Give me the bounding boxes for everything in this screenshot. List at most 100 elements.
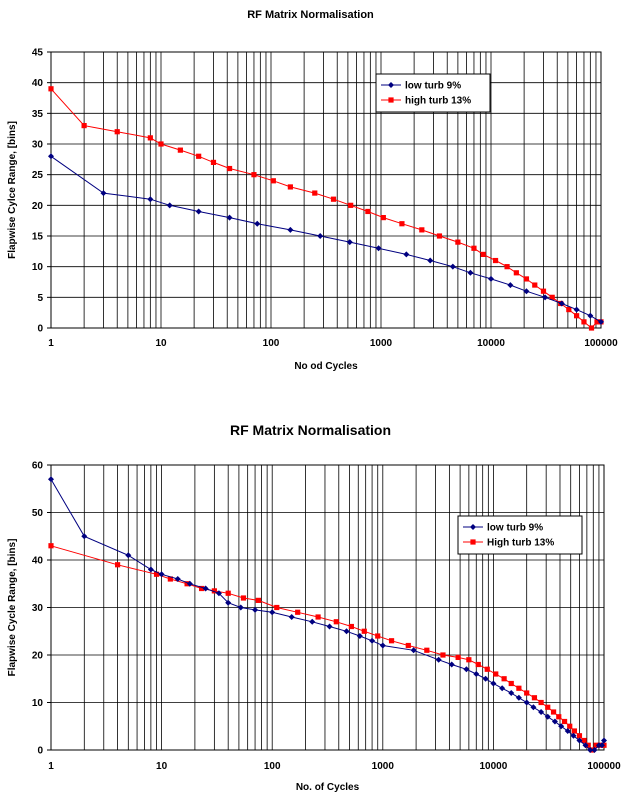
series-point (81, 533, 88, 540)
y-tick-label: 20 (32, 201, 44, 212)
series-point (388, 82, 394, 88)
series-point (595, 742, 602, 749)
series-point (288, 614, 295, 620)
series-point (270, 178, 276, 184)
series-point (482, 675, 489, 682)
series-point (538, 709, 545, 715)
series-point (532, 282, 538, 288)
series-point (582, 742, 589, 749)
series-point (330, 196, 337, 202)
series-point (309, 618, 316, 625)
series-point (375, 245, 382, 252)
series-point (225, 590, 231, 596)
series-point (470, 524, 476, 530)
series-point (315, 614, 321, 620)
series-point (287, 226, 294, 233)
series-point (211, 588, 217, 594)
series-point (375, 633, 381, 639)
chart-title: RF Matrix Normalisation (229, 422, 392, 438)
series-point (346, 239, 353, 246)
x-tick-label: 10000 (477, 338, 505, 349)
legend-box (457, 515, 583, 555)
legend-box (375, 73, 491, 113)
series-point (587, 747, 594, 753)
series-point (488, 275, 494, 282)
series-point (508, 690, 515, 696)
plot-border (50, 51, 602, 329)
series-point (317, 233, 324, 239)
series-point (287, 184, 293, 190)
series-point (516, 685, 522, 691)
series-point (114, 129, 120, 135)
y-tick-label: 35 (32, 109, 44, 120)
series-point (492, 257, 499, 264)
series-point (240, 595, 247, 601)
series-point (508, 680, 514, 687)
series-point (100, 190, 107, 197)
plot-area (51, 52, 601, 328)
series-point (356, 633, 363, 639)
x-tick-label: 10000 (479, 761, 507, 772)
series-point (369, 637, 376, 644)
series-point (254, 220, 261, 227)
series-point (48, 153, 54, 160)
series-point (365, 208, 371, 215)
series-point (196, 153, 202, 159)
y-axis-label: Flapwise Cylce Range, [bins] (7, 121, 18, 259)
series-point (427, 257, 434, 264)
series-point (513, 270, 519, 276)
series-point (558, 723, 565, 730)
series-point (81, 123, 87, 129)
series-point (566, 307, 572, 313)
series-point (581, 737, 587, 744)
series-point (147, 566, 154, 573)
series-point (147, 196, 154, 203)
x-tick-label: 10 (156, 761, 168, 772)
series-point (114, 562, 121, 568)
series-point (591, 747, 598, 753)
series-point (449, 263, 456, 270)
series-point (544, 713, 551, 720)
series-point (48, 476, 54, 483)
series-point (550, 709, 557, 715)
series-point (226, 214, 233, 221)
series-point (567, 723, 573, 729)
series-point (195, 208, 202, 215)
chart-panel-bottom: RF Matrix Normalisation 0 10 20 30 40 50 60 1 10… (0, 408, 621, 796)
series-point (48, 543, 54, 549)
series-point (471, 245, 477, 251)
series-point (466, 657, 472, 663)
x-tick-label: 10 (155, 338, 167, 349)
y-tick-label: 0 (37, 746, 43, 757)
series-point (538, 699, 544, 706)
series-point (561, 718, 568, 725)
series-point (295, 609, 301, 615)
series-point (523, 288, 530, 295)
series-point (601, 737, 607, 744)
y-tick-label: 60 (32, 461, 44, 472)
series-point (215, 590, 222, 597)
series-point (252, 606, 259, 613)
series-point (473, 671, 480, 677)
series-point (530, 704, 537, 711)
series-point (515, 694, 522, 701)
legend: low turb 9% high turb 13% (375, 73, 491, 113)
legend: low turb 9% High turb 13% (457, 515, 583, 555)
series-point (504, 264, 510, 270)
series-point (564, 728, 571, 734)
series-point (470, 539, 476, 545)
series-point (405, 642, 411, 649)
series-point (480, 251, 486, 257)
series-point (576, 733, 583, 739)
series-point (448, 661, 455, 668)
y-tick-label: 50 (32, 508, 44, 519)
series-point (540, 288, 547, 294)
x-tick-label: 1 (48, 338, 54, 349)
legend-label: low turb 9% (405, 81, 461, 92)
series-point (551, 718, 558, 725)
series-point (326, 623, 333, 630)
x-axis-label: No. of Cycles (296, 782, 360, 793)
x-tick-label: 1000 (370, 338, 393, 349)
x-tick-label: 100 (263, 338, 280, 349)
series-point (274, 604, 280, 611)
